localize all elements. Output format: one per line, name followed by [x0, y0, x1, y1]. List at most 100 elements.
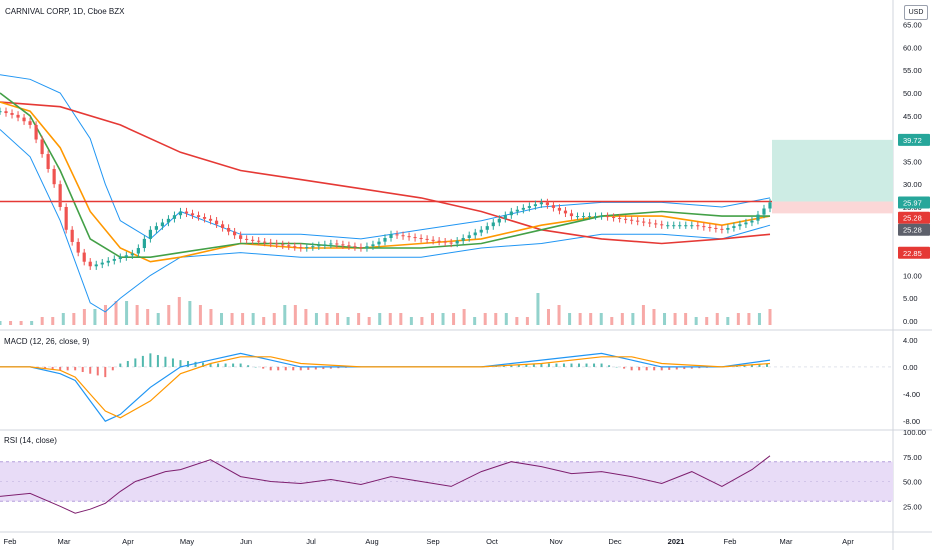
candle-body [16, 114, 20, 118]
macd-histogram-bar [600, 363, 603, 367]
candle-body [696, 225, 700, 227]
candle-body [569, 213, 574, 217]
candle-body [341, 244, 345, 246]
candle-body [527, 206, 531, 208]
macd-histogram-bar [262, 366, 265, 369]
volume-bar [736, 313, 740, 325]
macd-histogram-bar [247, 365, 250, 367]
macd-histogram-bar [630, 366, 633, 371]
volume-bar [536, 293, 540, 325]
volume-bar [336, 313, 340, 325]
candle-body [714, 227, 718, 229]
candle-body [34, 124, 38, 140]
volume-bar [599, 313, 603, 325]
volume-bar [114, 301, 118, 325]
macd-histogram-bar [307, 366, 310, 370]
candle-body [702, 226, 706, 228]
candle-body [82, 252, 86, 262]
price-tag [898, 133, 930, 146]
candle-body [52, 168, 56, 185]
candle-body [190, 213, 195, 216]
candle-body [94, 264, 98, 267]
volume-bar [72, 313, 76, 325]
macd-histogram-bar [668, 366, 671, 370]
candle-body [563, 210, 568, 214]
candle-body [263, 241, 267, 243]
volume-bar [483, 313, 487, 325]
volume-bar [684, 313, 688, 325]
candle-body [768, 202, 772, 209]
volume-bar [473, 317, 477, 325]
candle-body [678, 225, 682, 227]
candle-body [275, 243, 279, 245]
macd-histogram-bar [149, 353, 152, 367]
candle-body [666, 225, 670, 227]
candle-body [281, 244, 285, 246]
candle-body [461, 237, 465, 241]
time-tick-label: May [180, 537, 194, 546]
price-tick-label: 65.00 [903, 21, 922, 30]
macd-histogram-bar [232, 363, 235, 367]
macd-histogram-bar [119, 363, 122, 367]
macd-histogram-bar [134, 358, 137, 367]
candle-body [479, 229, 483, 233]
price-tick-label: 35.00 [903, 157, 922, 166]
candle-body [383, 237, 387, 242]
candle-body [76, 241, 80, 253]
price-tag [898, 246, 930, 259]
volume-bar [93, 309, 97, 325]
macd-histogram-bar [217, 363, 220, 367]
macd-tick-label: 4.00 [903, 336, 918, 345]
volume-bar [0, 321, 2, 325]
time-tick-label: 2021 [668, 537, 685, 546]
candle-body [100, 262, 104, 265]
macd-histogram-bar [171, 358, 174, 367]
candle-body [172, 215, 177, 219]
macd-tick-label: -8.00 [903, 417, 920, 426]
volume-bar [346, 317, 350, 325]
time-tick-label: Apr [122, 537, 134, 546]
price-tick-label: 55.00 [903, 66, 922, 75]
candle-body [660, 224, 664, 226]
candle-body [605, 216, 610, 218]
candle-body [395, 234, 399, 236]
currency-button[interactable]: USD [904, 5, 928, 20]
candle-body [684, 225, 688, 227]
volume-bar [220, 313, 224, 325]
candle-body [648, 222, 652, 224]
candle-body [636, 220, 640, 222]
volume-bar [103, 305, 107, 325]
candle-body [269, 242, 273, 244]
macd-histogram-bar [179, 360, 182, 367]
macd-histogram-bar [254, 366, 257, 368]
candle-body [557, 207, 562, 211]
macd-histogram-bar [570, 363, 573, 367]
candle-body [257, 240, 261, 242]
volume-bar [188, 301, 192, 325]
volume-bar [177, 297, 181, 325]
candle-body [503, 215, 507, 219]
macd-tick-label: -4.00 [903, 390, 920, 399]
candle-body [112, 258, 116, 261]
candle-body [732, 226, 736, 228]
time-tick-label: Dec [608, 537, 622, 546]
macd-histogram-bar [51, 366, 54, 370]
macd-line [0, 352, 771, 422]
time-tick-label: Sep [426, 537, 439, 546]
candle-body [160, 222, 165, 227]
macd-histogram-bar [96, 366, 99, 376]
volume-bar [620, 313, 624, 325]
volume-bar [452, 313, 456, 325]
macd-histogram-bar [111, 366, 114, 371]
candle-body [4, 111, 8, 114]
macd-histogram-bar [292, 366, 295, 371]
macd-histogram-bar [224, 363, 227, 367]
candle-body [287, 245, 291, 247]
volume-bar [462, 309, 466, 325]
candle-body [630, 219, 634, 221]
candle-body [515, 209, 519, 212]
volume-bar [557, 305, 561, 325]
candle-body [245, 238, 249, 240]
macd-histogram-bar [126, 360, 129, 367]
